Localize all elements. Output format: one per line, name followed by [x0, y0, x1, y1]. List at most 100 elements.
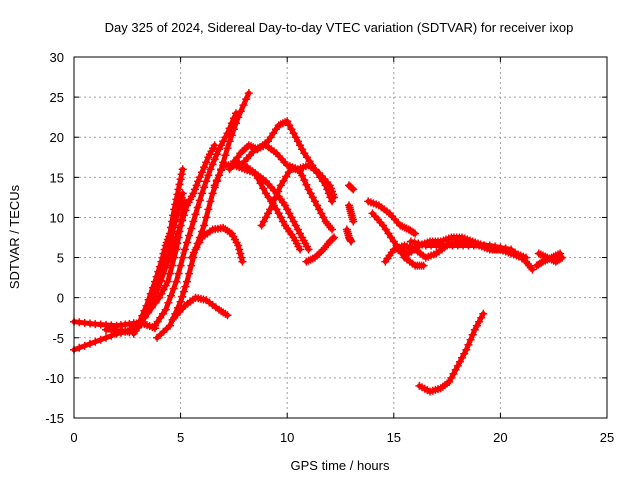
- data-point: [271, 193, 280, 202]
- series-track-15: [302, 233, 339, 266]
- data-point: [174, 185, 183, 194]
- data-point: [287, 213, 296, 222]
- data-point: [176, 221, 185, 230]
- data-point: [282, 172, 291, 181]
- data-point: [418, 240, 426, 249]
- data-point: [409, 228, 418, 237]
- data-point: [102, 333, 110, 342]
- data-point: [172, 233, 181, 242]
- data-point: [329, 234, 337, 243]
- data-point: [158, 253, 167, 262]
- data-point: [227, 131, 236, 140]
- data-point: [208, 160, 217, 169]
- data-point: [161, 263, 170, 272]
- y-tick-label: 25: [50, 90, 64, 105]
- data-point: [179, 287, 188, 296]
- data-point: [279, 176, 288, 185]
- data-point: [491, 242, 500, 251]
- data-point: [206, 197, 215, 206]
- data-point: [189, 189, 198, 198]
- data-point: [468, 330, 477, 339]
- data-point: [178, 292, 187, 301]
- data-point: [194, 177, 203, 186]
- y-tick-label: 20: [50, 130, 64, 145]
- data-point: [215, 171, 223, 180]
- data-point: [268, 199, 277, 208]
- data-point: [163, 277, 172, 286]
- series-track-14: [257, 163, 336, 234]
- data-point: [300, 176, 309, 185]
- data-point: [175, 180, 184, 189]
- data-point: [208, 189, 217, 198]
- series-track-16: [345, 181, 358, 194]
- data-point: [96, 335, 105, 344]
- plot-frame: [73, 56, 608, 419]
- data-point: [479, 309, 488, 318]
- data-point: [453, 361, 462, 370]
- data-point: [215, 145, 223, 154]
- data-point: [176, 297, 185, 306]
- data-point: [348, 184, 357, 193]
- data-point: [406, 237, 415, 246]
- data-point: [170, 239, 179, 248]
- data-point: [172, 195, 181, 204]
- series-track-26: [534, 249, 567, 266]
- data-point: [165, 229, 174, 238]
- data-point: [192, 181, 201, 190]
- data-point: [140, 312, 149, 321]
- data-point: [164, 298, 173, 307]
- data-point: [330, 193, 339, 202]
- data-point: [176, 261, 185, 270]
- data-point: [172, 277, 181, 286]
- data-point: [180, 245, 189, 254]
- data-point: [195, 196, 204, 205]
- data-point: [189, 248, 198, 257]
- data-point: [151, 277, 159, 286]
- chart-title: Day 325 of 2024, Sidereal Day-to-day VTE…: [105, 20, 574, 35]
- data-point: [501, 244, 510, 253]
- data-point: [156, 276, 165, 285]
- data-point: [204, 205, 213, 214]
- data-point: [183, 238, 191, 247]
- data-point: [236, 249, 245, 258]
- data-point: [195, 173, 204, 182]
- data-point: [192, 243, 201, 252]
- x-tick-label: 5: [177, 430, 184, 445]
- data-point: [187, 261, 196, 270]
- data-point: [181, 282, 190, 291]
- data-point: [328, 225, 336, 234]
- data-point: [75, 343, 84, 352]
- data-point: [181, 206, 190, 215]
- data-point: [259, 184, 268, 193]
- data-point: [178, 253, 187, 262]
- y-axis-label: SDTVAR / TECUs: [7, 184, 22, 289]
- data-point: [225, 137, 234, 146]
- data-point: [204, 171, 213, 180]
- y-tick-label: 30: [50, 50, 64, 65]
- y-tick-label: 10: [50, 210, 64, 225]
- data-point: [174, 227, 183, 236]
- series-track-17: [345, 201, 358, 226]
- data-point: [223, 311, 232, 320]
- data-point: [244, 89, 253, 98]
- data-point: [251, 169, 260, 178]
- data-point: [259, 217, 268, 226]
- data-point: [160, 245, 169, 254]
- y-tick-label: 0: [57, 291, 64, 306]
- data-point: [167, 223, 175, 232]
- x-tick-label: 0: [70, 430, 77, 445]
- data-point: [154, 267, 163, 276]
- data-point: [165, 251, 174, 260]
- data-point: [159, 249, 168, 258]
- data-point: [173, 190, 182, 199]
- data-point: [347, 237, 356, 246]
- data-point: [296, 166, 304, 175]
- data-point: [163, 257, 172, 266]
- data-point: [80, 341, 89, 350]
- data-point: [191, 185, 199, 194]
- data-point: [168, 261, 177, 270]
- x-tick-label: 10: [280, 430, 294, 445]
- data-point: [185, 269, 194, 278]
